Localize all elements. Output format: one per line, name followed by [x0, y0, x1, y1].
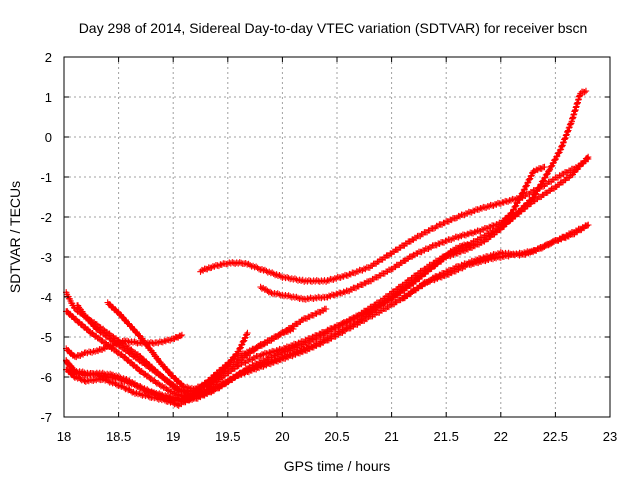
grid: [64, 57, 610, 417]
y-axis: 2 1 0 -1 -2 -3 -4 -5 -6 -7: [40, 50, 610, 425]
y-tick-label: -4: [40, 290, 52, 305]
y-tick-label: -2: [40, 210, 52, 225]
series-markers: [63, 221, 592, 405]
x-tick-label: 19.5: [215, 429, 240, 444]
y-tick-label: 2: [45, 50, 52, 65]
series-markers: [399, 221, 592, 302]
y-tick-label: -1: [40, 170, 52, 185]
data-series: [197, 155, 592, 285]
x-tick-label: 21.5: [434, 429, 459, 444]
x-tick-label: 19: [166, 429, 180, 444]
data-series: [104, 299, 297, 393]
data-series: [63, 87, 590, 401]
series-markers: [197, 155, 592, 285]
x-tick-label: 18.5: [106, 429, 131, 444]
series-markers: [104, 299, 297, 393]
chart-title: Day 298 of 2014, Sidereal Day-to-day VTE…: [79, 20, 588, 36]
y-axis-label: SDTVAR / TECUs: [7, 181, 23, 293]
y-tick-label: -6: [40, 370, 52, 385]
y-tick-label: -5: [40, 330, 52, 345]
x-tick-label: 23: [603, 429, 617, 444]
data-series: [63, 221, 592, 405]
y-tick-label: 1: [45, 90, 52, 105]
data-series: [399, 221, 592, 302]
series-markers: [257, 163, 548, 303]
x-axis: 18 18.5 19 19.5 20 20.5 21 21.5 22 22.5 23: [57, 57, 617, 444]
x-axis-label: GPS time / hours: [284, 458, 391, 474]
x-tick-label: 20.5: [324, 429, 349, 444]
y-tick-label: 0: [45, 130, 52, 145]
data-series: [257, 163, 548, 303]
x-tick-label: 22.5: [543, 429, 568, 444]
x-tick-label: 22: [494, 429, 508, 444]
series-markers: [63, 87, 590, 401]
data-series: [63, 241, 477, 409]
series-markers: [63, 241, 477, 409]
x-tick-label: 20: [275, 429, 289, 444]
y-tick-label: -3: [40, 250, 52, 265]
x-tick-label: 18: [57, 429, 71, 444]
x-tick-label: 21: [384, 429, 398, 444]
series-layer: [63, 87, 592, 409]
y-tick-label: -7: [40, 410, 52, 425]
